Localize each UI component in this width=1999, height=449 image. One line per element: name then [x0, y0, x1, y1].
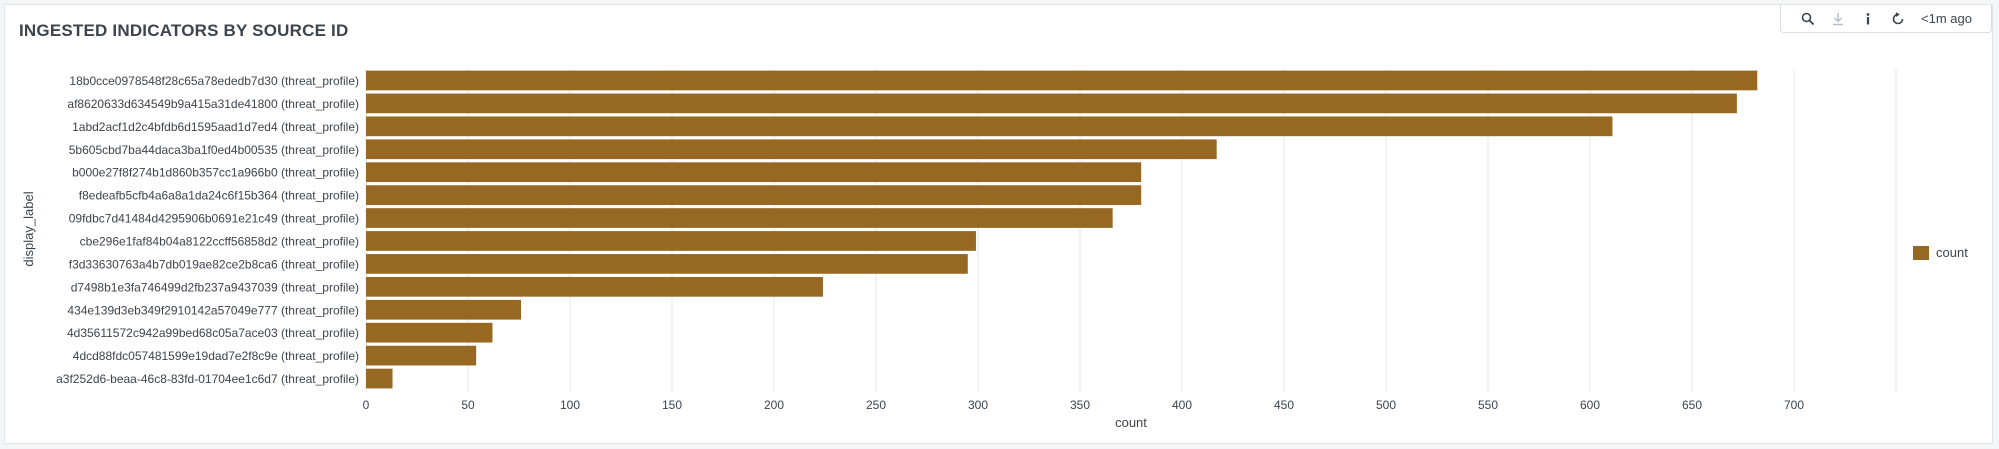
bar[interactable]: [366, 368, 393, 389]
bar[interactable]: [366, 116, 1613, 137]
bar[interactable]: [366, 185, 1142, 205]
bar[interactable]: [366, 162, 1142, 183]
x-tick-label: 200: [764, 398, 784, 412]
category-label: cbe296e1faf84b04a8122ccff56858d2 (threat…: [80, 234, 359, 248]
x-tick-label: 500: [1376, 398, 1396, 412]
legend-label: count: [1936, 245, 1968, 260]
bar[interactable]: [366, 93, 1737, 114]
x-tick-label: 650: [1682, 398, 1702, 412]
category-label: 4d35611572c942a99bed68c05a7ace03 (threat…: [67, 326, 359, 340]
search-icon[interactable]: [1793, 8, 1823, 30]
bar[interactable]: [366, 231, 976, 251]
x-tick-label: 700: [1784, 398, 1804, 412]
chart-panel: INGESTED INDICATORS BY SOURCE ID <1m ago…: [4, 4, 1993, 444]
bar[interactable]: [366, 208, 1113, 228]
category-labels: 18b0cce0978548f28c65a78ededb7d30 (threat…: [56, 74, 359, 386]
category-label: 1abd2acf1d2c4bfdb6d1595aad1d7ed4 (threat…: [72, 120, 359, 134]
bars: [366, 70, 1758, 389]
x-tick-label: 150: [662, 398, 682, 412]
refresh-icon[interactable]: [1883, 8, 1913, 30]
category-label: 4dcd88fdc057481599e19dad7e2f8c9e (threat…: [73, 349, 359, 363]
y-axis-title: display_label: [21, 191, 36, 266]
category-label: b000e27f8f274b1d860b357cc1a966b0 (threat…: [72, 166, 359, 180]
x-tick-label: 0: [363, 398, 370, 412]
x-tick-label: 400: [1172, 398, 1192, 412]
panel-title: INGESTED INDICATORS BY SOURCE ID: [19, 21, 349, 40]
category-label: d7498b1e3fa746499d2fb237a9437039 (threat…: [71, 280, 359, 294]
last-updated-label: <1m ago: [1921, 11, 1972, 26]
bar[interactable]: [366, 322, 493, 343]
category-label: af8620633d634549b9a415a31de41800 (threat…: [67, 97, 359, 111]
panel-toolbar: <1m ago: [1780, 5, 1992, 33]
bar[interactable]: [366, 345, 477, 366]
x-tick-label: 50: [461, 398, 475, 412]
legend: count: [1913, 245, 1968, 260]
x-axis-title: count: [1115, 415, 1147, 430]
x-tick-labels: 0 50 100 150 200 250 300 350 400 450 500 550 600 650 7…: [363, 398, 1805, 412]
bar[interactable]: [366, 299, 522, 320]
bar[interactable]: [366, 254, 968, 274]
bar[interactable]: [366, 139, 1217, 160]
legend-swatch: [1913, 245, 1929, 260]
x-tick-label: 100: [560, 398, 580, 412]
bar[interactable]: [366, 276, 823, 297]
x-tick-label: 600: [1580, 398, 1600, 412]
bar[interactable]: [366, 70, 1758, 91]
category-label: 09fdbc7d41484d4295906b0691e21c49 (threat…: [69, 212, 359, 226]
category-label: f3d33630763a4b7db019ae82ce2b8ca6 (threat…: [69, 257, 359, 271]
info-icon[interactable]: [1853, 8, 1883, 30]
category-label: 5b605cbd7ba44daca3ba1f0ed4b00535 (threat…: [69, 143, 359, 157]
x-tick-label: 450: [1274, 398, 1294, 412]
category-label: 434e139d3eb349f2910142a57049e777 (threat…: [67, 303, 359, 317]
x-tick-label: 550: [1478, 398, 1498, 412]
x-tick-label: 250: [866, 398, 886, 412]
x-tick-label: 300: [968, 398, 988, 412]
x-tick-label: 350: [1070, 398, 1090, 412]
category-label: 18b0cce0978548f28c65a78ededb7d30 (threat…: [69, 74, 359, 88]
download-icon[interactable]: [1823, 8, 1853, 30]
bar-chart: 18b0cce0978548f28c65a78ededb7d30 (threat…: [21, 69, 1897, 430]
category-label: f8edeafb5cfb4a6a8a1da24c6f15b364 (threat…: [79, 189, 359, 203]
category-label: a3f252d6-beaa-46c8-83fd-01704ee1c6d7 (th…: [56, 372, 359, 386]
